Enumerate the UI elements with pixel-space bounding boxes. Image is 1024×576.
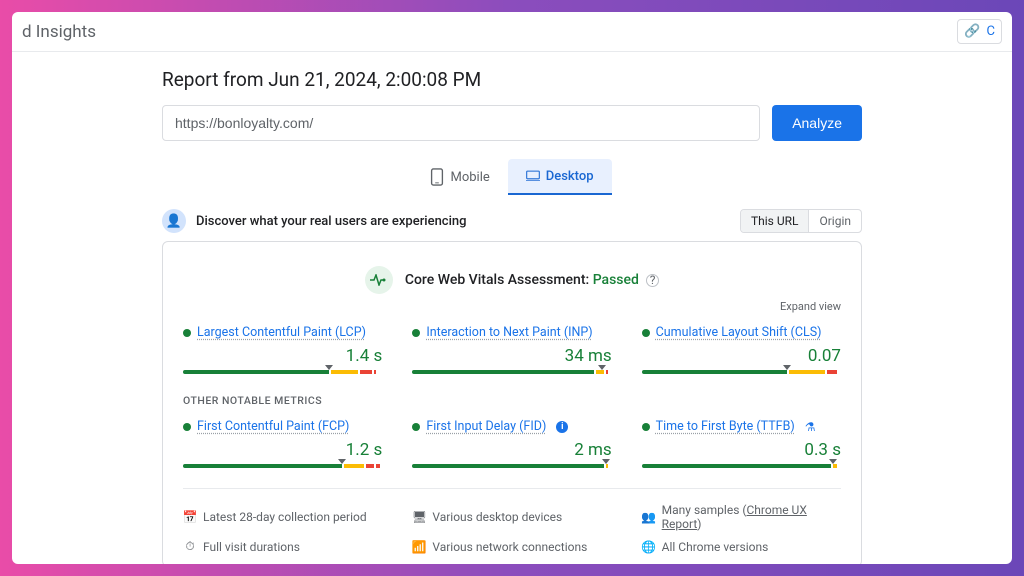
wifi-icon: 📶 xyxy=(412,540,426,554)
people-icon: 👥 xyxy=(642,510,656,524)
marker-icon xyxy=(601,459,611,473)
metric: First Contentful Paint (FCP) 1.2 s xyxy=(183,419,382,470)
analyze-button[interactable]: Analyze xyxy=(772,105,862,141)
metric: Largest Contentful Paint (LCP) 1.4 s xyxy=(183,325,382,376)
timer-icon: ⏱ xyxy=(183,539,197,554)
metric-name-link[interactable]: Interaction to Next Paint (INP) xyxy=(426,325,592,340)
metric: Cumulative Layout Shift (CLS) 0.07 xyxy=(642,325,841,376)
content-area: Report from Jun 21, 2024, 2:00:08 PM Ana… xyxy=(12,52,1012,564)
metric: Time to First Byte (TTFB) ⚗ 0.3 s xyxy=(642,419,841,470)
cwv-header: Core Web Vitals Assessment: Passed ? xyxy=(183,266,841,294)
footer-item: 🖥 Various desktop devices xyxy=(412,501,611,533)
metric-value: 1.2 s xyxy=(183,440,382,460)
status-dot xyxy=(183,423,191,431)
topbar-right-button[interactable]: 🔗 C xyxy=(957,19,1002,44)
footer-text: Various desktop devices xyxy=(432,510,562,524)
devices-icon: 🖥 xyxy=(412,510,426,524)
topbar-right-label: C xyxy=(987,24,995,39)
tab-mobile[interactable]: Mobile xyxy=(412,159,507,195)
url-row: Analyze xyxy=(162,105,862,141)
discover-left: 👤 Discover what your real users are expe… xyxy=(162,209,467,233)
info-badge-icon[interactable]: i xyxy=(556,421,568,433)
tab-mobile-label: Mobile xyxy=(450,170,489,185)
other-metrics-label: OTHER NOTABLE METRICS xyxy=(183,394,841,407)
metric-value: 0.07 xyxy=(642,346,841,366)
footer-item: 🌐 All Chrome versions xyxy=(642,537,841,556)
status-dot xyxy=(412,423,420,431)
distribution-bar xyxy=(642,370,841,376)
metric: Interaction to Next Paint (INP) 34 ms xyxy=(412,325,611,376)
footer-text: Full visit durations xyxy=(203,540,300,554)
url-origin-toggle: This URL Origin xyxy=(740,209,862,233)
flask-icon: ⚗ xyxy=(805,420,816,434)
marker-icon xyxy=(597,365,607,379)
metric-name-link[interactable]: Cumulative Layout Shift (CLS) xyxy=(656,325,822,340)
tab-desktop-label: Desktop xyxy=(546,169,594,184)
footer-item: 👥 Many samples (Chrome UX Report) xyxy=(642,501,841,533)
app-window: d Insights 🔗 C Report from Jun 21, 2024,… xyxy=(12,12,1012,564)
tab-desktop[interactable]: Desktop xyxy=(508,159,612,195)
crux-report-link[interactable]: Chrome UX Report xyxy=(662,503,807,531)
footer-item: ⏱ Full visit durations xyxy=(183,537,382,556)
metric-value: 34 ms xyxy=(412,346,611,366)
marker-icon xyxy=(324,365,334,379)
cwv-title-prefix: Core Web Vitals Assessment: xyxy=(405,272,593,288)
status-dot xyxy=(183,329,191,337)
expand-view-link[interactable]: Expand view xyxy=(183,300,841,313)
info-icon[interactable]: ? xyxy=(646,274,659,287)
status-dot xyxy=(642,423,650,431)
topbar: d Insights 🔗 C xyxy=(12,12,1012,52)
chrome-icon: 🌐 xyxy=(642,540,656,554)
metric-name-link[interactable]: First Contentful Paint (FCP) xyxy=(197,419,349,434)
toggle-this-url[interactable]: This URL xyxy=(741,210,809,232)
core-metrics-grid: Largest Contentful Paint (LCP) 1.4 s Inter… xyxy=(183,325,841,376)
footer-text: Many samples (Chrome UX Report) xyxy=(662,503,841,531)
toggle-origin[interactable]: Origin xyxy=(808,210,861,232)
marker-icon xyxy=(828,459,838,473)
mobile-icon xyxy=(430,168,444,186)
distribution-bar xyxy=(183,370,382,376)
footer-text: Various network connections xyxy=(432,540,587,554)
footer-item: 📶 Various network connections xyxy=(412,537,611,556)
cwv-status: Passed xyxy=(593,272,639,288)
url-input[interactable] xyxy=(162,105,760,141)
footer-item: 📅 Latest 28-day collection period xyxy=(183,501,382,533)
link-icon: 🔗 xyxy=(964,24,980,39)
discover-icon: 👤 xyxy=(162,209,186,233)
footer-text: Latest 28-day collection period xyxy=(203,510,367,524)
metric-name-link[interactable]: Largest Contentful Paint (LCP) xyxy=(197,325,366,340)
status-dot xyxy=(642,329,650,337)
metric-value: 0.3 s xyxy=(642,440,841,460)
metric-value: 2 ms xyxy=(412,440,611,460)
desktop-icon xyxy=(526,167,540,185)
discover-row: 👤 Discover what your real users are expe… xyxy=(162,209,862,233)
metric-value: 1.4 s xyxy=(183,346,382,366)
status-dot xyxy=(412,329,420,337)
device-tabs: Mobile Desktop xyxy=(162,159,862,195)
report-title: Report from Jun 21, 2024, 2:00:08 PM xyxy=(162,68,862,91)
discover-text: Discover what your real users are experi… xyxy=(196,214,467,229)
metric-name-link[interactable]: Time to First Byte (TTFB) xyxy=(656,419,795,434)
footer-row: 📅 Latest 28-day collection period 🖥 Various… xyxy=(183,488,841,556)
marker-icon xyxy=(782,365,792,379)
calendar-icon: 📅 xyxy=(183,510,197,524)
brand-title: d Insights xyxy=(22,22,96,42)
distribution-bar xyxy=(412,370,611,376)
cwv-title-wrap: Core Web Vitals Assessment: Passed ? xyxy=(405,272,659,288)
cwv-card: Core Web Vitals Assessment: Passed ? Exp… xyxy=(162,241,862,564)
footer-text: All Chrome versions xyxy=(662,540,769,554)
distribution-bar xyxy=(642,464,841,470)
metric-name-link[interactable]: First Input Delay (FID) xyxy=(426,419,546,434)
other-metrics-grid: First Contentful Paint (FCP) 1.2 s First I… xyxy=(183,419,841,470)
pulse-icon xyxy=(365,266,393,294)
distribution-bar xyxy=(183,464,382,470)
metric: First Input Delay (FID) i 2 ms xyxy=(412,419,611,470)
marker-icon xyxy=(337,459,347,473)
distribution-bar xyxy=(412,464,611,470)
